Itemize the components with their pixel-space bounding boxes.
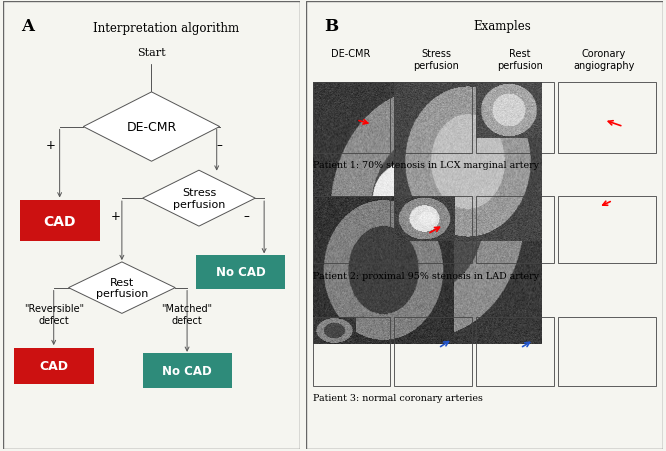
Text: No CAD: No CAD bbox=[216, 266, 265, 279]
Text: Rest
perfusion: Rest perfusion bbox=[96, 277, 148, 299]
Text: –: – bbox=[216, 138, 222, 152]
Text: B: B bbox=[324, 18, 338, 35]
Text: A: A bbox=[21, 18, 34, 35]
Text: DE-CMR: DE-CMR bbox=[127, 121, 176, 134]
Text: Coronary
angiography: Coronary angiography bbox=[573, 49, 635, 71]
Text: Rest
perfusion: Rest perfusion bbox=[498, 49, 543, 71]
Text: Patient 2: proximal 95% stenosis in LAD artery: Patient 2: proximal 95% stenosis in LAD … bbox=[314, 271, 539, 280]
Text: Interpretation algorithm: Interpretation algorithm bbox=[93, 23, 239, 35]
Text: CAD: CAD bbox=[43, 214, 76, 228]
FancyBboxPatch shape bbox=[14, 348, 94, 384]
Text: Stress
perfusion: Stress perfusion bbox=[414, 49, 460, 71]
Text: Start: Start bbox=[137, 48, 166, 58]
Text: Patient 3: normal coronary arteries: Patient 3: normal coronary arteries bbox=[314, 393, 484, 402]
Polygon shape bbox=[69, 262, 175, 314]
FancyBboxPatch shape bbox=[306, 2, 663, 449]
Polygon shape bbox=[143, 171, 255, 226]
Text: No CAD: No CAD bbox=[163, 364, 212, 377]
Text: DE-CMR: DE-CMR bbox=[331, 49, 370, 59]
FancyBboxPatch shape bbox=[3, 2, 300, 449]
Text: +: + bbox=[111, 210, 121, 223]
Text: "Matched"
defect: "Matched" defect bbox=[162, 304, 212, 325]
Text: CAD: CAD bbox=[39, 359, 68, 373]
Text: –: – bbox=[243, 210, 249, 223]
Text: +: + bbox=[46, 138, 56, 152]
FancyBboxPatch shape bbox=[19, 201, 100, 241]
Text: Patient 1: 70% stenosis in LCX marginal artery: Patient 1: 70% stenosis in LCX marginal … bbox=[314, 161, 539, 170]
Polygon shape bbox=[83, 92, 220, 162]
FancyBboxPatch shape bbox=[143, 353, 232, 388]
Text: "Reversible"
defect: "Reversible" defect bbox=[24, 304, 84, 325]
Text: Stress
perfusion: Stress perfusion bbox=[172, 188, 225, 209]
Text: Examples: Examples bbox=[474, 20, 531, 33]
FancyBboxPatch shape bbox=[196, 256, 285, 289]
